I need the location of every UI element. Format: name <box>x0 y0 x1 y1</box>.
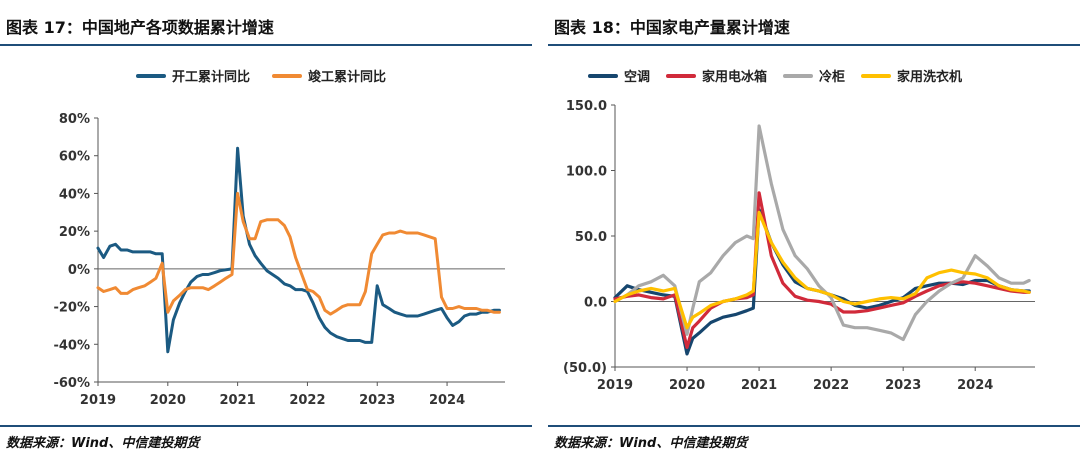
right-x-tick-label: 2019 <box>597 378 633 393</box>
right-series-line-3 <box>613 210 1031 330</box>
right-y-tick-label: 50.0 <box>575 230 607 245</box>
legend-label-starts: 开工累计同比 <box>172 70 251 85</box>
left-y-tick-label: 60% <box>59 150 90 165</box>
left-legend: 开工累计同比 竣工累计同比 <box>136 66 386 85</box>
left-y-tick-label: -40% <box>53 338 90 353</box>
left-line-chart: -60% -40% -20% 0% 20% 40% 60% 80% 2019 2020 2021 20… <box>53 112 505 408</box>
legend-swatch-washer <box>861 73 892 78</box>
legend-swatch-freezer <box>783 73 814 78</box>
right-source-note: 数据来源：Wind、中信建投期货 <box>554 436 748 451</box>
right-title-rule <box>548 44 1080 46</box>
left-series-line-1 <box>96 191 501 316</box>
legend-label-washer: 家用洗衣机 <box>897 70 963 85</box>
legend-swatch-aircon <box>588 73 618 78</box>
legend-label-aircon: 空调 <box>624 70 651 85</box>
right-legend: 空调 家用电冰箱 冷柜 家用洗衣机 <box>588 66 962 85</box>
right-y-tick-label: 150.0 <box>566 99 607 114</box>
legend-item-aircon: 空调 <box>588 66 650 85</box>
right-y-tick-label: 100.0 <box>566 165 607 180</box>
left-y-tick-label: 0% <box>68 263 90 278</box>
left-source-note: 数据来源：Wind、中信建投期货 <box>6 436 200 451</box>
left-x-tick-label: 2019 <box>80 393 116 408</box>
left-title-rule <box>0 44 532 46</box>
legend-swatch-starts <box>136 73 166 78</box>
legend-item-completions: 竣工累计同比 <box>272 66 386 85</box>
left-y-tick-label: -20% <box>53 301 90 316</box>
left-y-tick-label: 80% <box>59 112 90 127</box>
left-y-tick-label: -60% <box>53 376 90 391</box>
legend-label-freezer: 冷柜 <box>819 70 846 85</box>
right-series-line-1 <box>613 191 1031 349</box>
right-bottom-rule <box>548 425 1080 427</box>
legend-swatch-fridge <box>666 73 697 78</box>
right-x-tick-label: 2021 <box>741 378 777 393</box>
left-bottom-rule <box>0 425 532 427</box>
right-x-tick-label: 2020 <box>669 378 705 393</box>
left-chart-panel: 图表 17：中国地产各项数据累计增速 开工累计同比 竣工累计同比 -60% -40… <box>0 0 532 465</box>
legend-swatch-completions <box>272 73 303 78</box>
left-y-tick-label: 40% <box>59 187 90 202</box>
legend-label-fridge: 家用电冰箱 <box>702 70 768 85</box>
right-y-tick-label: (50.0) <box>563 361 607 376</box>
legend-item-washer: 家用洗衣机 <box>861 66 962 85</box>
left-x-tick-label: 2023 <box>359 393 395 408</box>
left-x-tick-label: 2022 <box>289 393 325 408</box>
left-y-tick-label: 20% <box>59 225 90 240</box>
legend-label-completions: 竣工累计同比 <box>308 70 387 85</box>
right-x-tick-label: 2023 <box>885 378 921 393</box>
right-series-line-2 <box>613 124 1031 342</box>
left-x-tick-label: 2024 <box>429 393 465 408</box>
left-x-tick-label: 2021 <box>220 393 256 408</box>
right-x-tick-label: 2024 <box>957 378 993 393</box>
right-chart-title: 图表 18：中国家电产量累计增速 <box>554 18 790 37</box>
left-x-tick-label: 2020 <box>150 393 186 408</box>
left-chart-title: 图表 17：中国地产各项数据累计增速 <box>6 18 274 37</box>
legend-item-fridge: 家用电冰箱 <box>666 66 767 85</box>
right-y-tick-label: 0.0 <box>584 296 607 311</box>
right-x-tick-label: 2022 <box>813 378 849 393</box>
legend-item-freezer: 冷柜 <box>783 66 845 85</box>
legend-item-starts: 开工累计同比 <box>136 66 250 85</box>
right-chart-panel: 图表 18：中国家电产量累计增速 空调 家用电冰箱 冷柜 家用洗衣机 (50.0… <box>548 0 1080 465</box>
right-line-chart: (50.0) 0.0 50.0 100.0 150.0 2019 2020 2021 2022 2… <box>563 99 1035 393</box>
left-series-line-0 <box>96 146 501 354</box>
